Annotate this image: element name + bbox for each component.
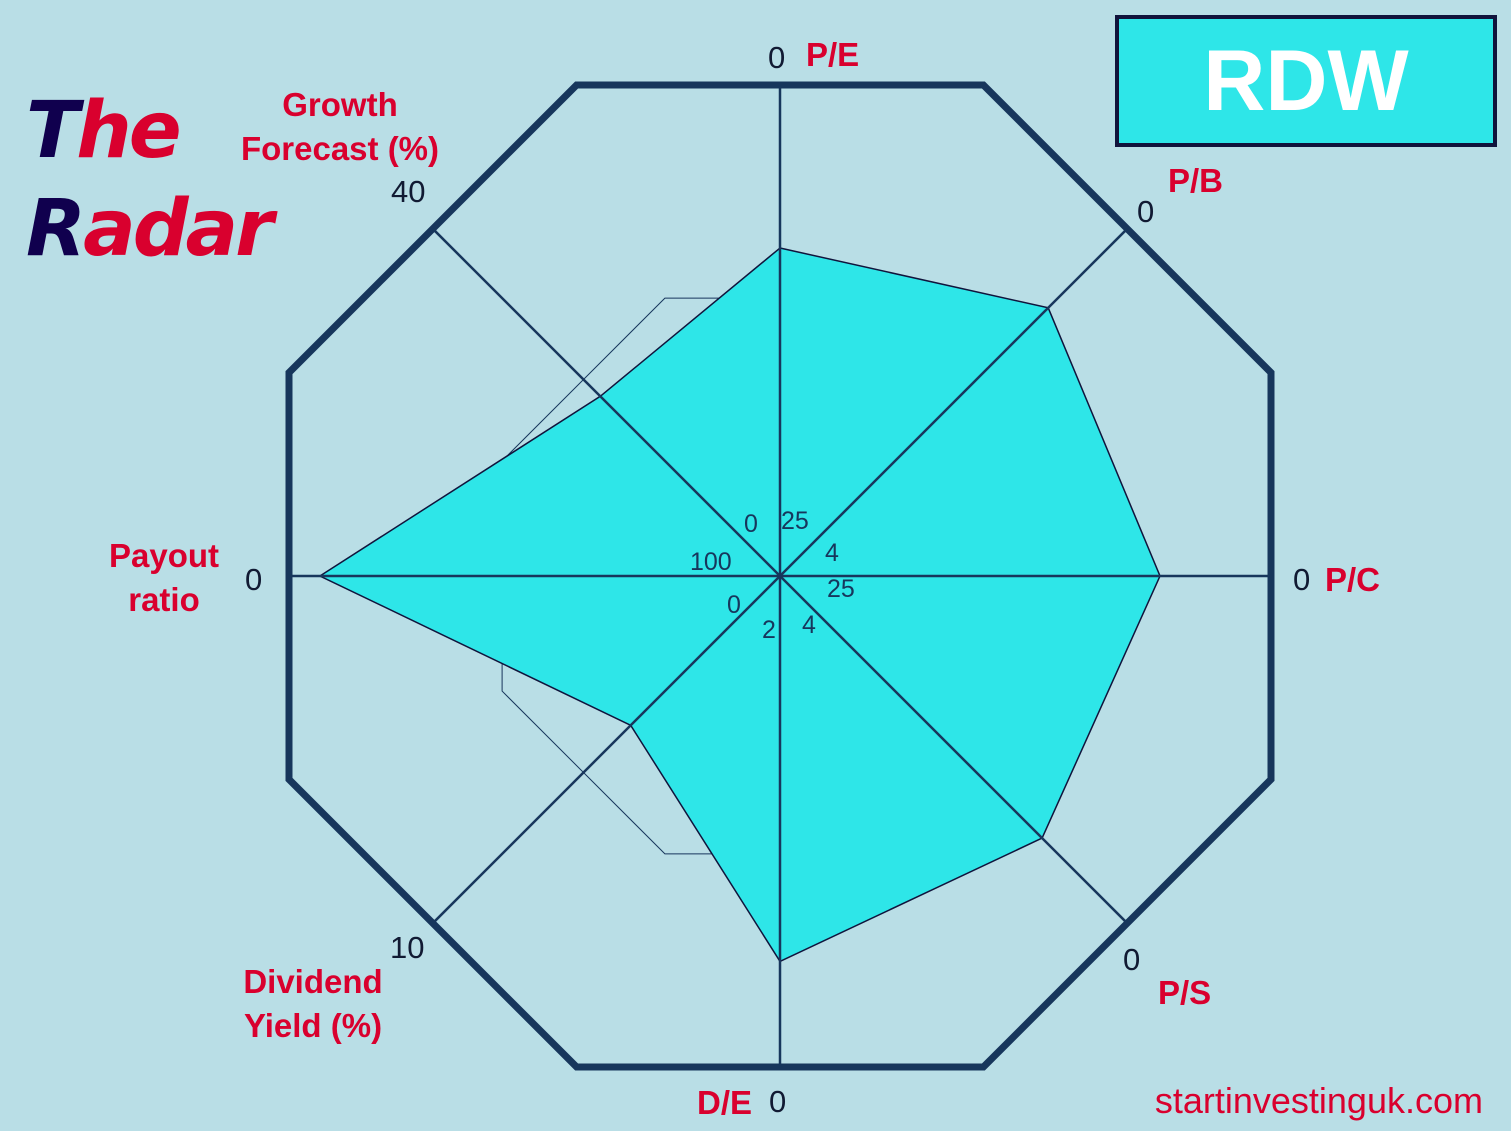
axis-label-payout-2: ratio [128, 581, 200, 618]
axis-label-payout-1: Payout [109, 537, 219, 574]
website-label: startinvestinguk.com [1154, 1080, 1483, 1121]
axis-label-growth-2: Forecast (%) [241, 130, 439, 167]
outer-tick-growth: 40 [391, 174, 425, 209]
title-letter: T [26, 86, 79, 176]
axis-label-de: D/E [697, 1084, 752, 1121]
chart-title: The [26, 92, 182, 170]
center-tick-growth: 0 [744, 510, 758, 538]
axis-line [779, 575, 1129, 925]
outer-tick-pe: 0 [768, 40, 785, 75]
outer-tick-dividend: 10 [390, 930, 424, 965]
axis-line [779, 227, 1129, 577]
axis-label-pc: P/C [1325, 561, 1380, 598]
axis-line [431, 227, 781, 577]
axis-label-dividend-1: Dividend [243, 963, 382, 1000]
title-letter: R [26, 184, 86, 274]
outer-tick-payout: 0 [245, 562, 262, 597]
center-tick-pb: 4 [825, 539, 839, 567]
axis-label-pb: P/B [1168, 162, 1223, 199]
title-word: adar [83, 184, 274, 274]
center-tick-de: 2 [762, 616, 776, 644]
center-tick-dividend: 0 [727, 591, 741, 619]
center-tick-ps: 4 [802, 611, 816, 639]
center-tick-pe: 25 [781, 507, 809, 535]
outer-tick-de: 0 [769, 1084, 786, 1119]
ticker-badge: RDW [1115, 15, 1497, 147]
outer-ring [285, 81, 1275, 1071]
center-tick-pc: 25 [827, 575, 855, 603]
center-tick-payout: 100 [690, 548, 732, 576]
chart-title-2: Radar [26, 190, 274, 268]
axis-label-dividend-2: Yield (%) [244, 1007, 382, 1044]
title-word: he [76, 86, 181, 176]
axis-line [431, 575, 781, 925]
axis-label-ps: P/S [1158, 974, 1211, 1011]
axis-label-growth-1: Growth [282, 86, 397, 123]
axis-label-pe: P/E [806, 36, 859, 73]
outer-tick-ps: 0 [1123, 942, 1140, 977]
outer-tick-pb: 0 [1137, 194, 1154, 229]
outer-tick-pc: 0 [1293, 562, 1310, 597]
